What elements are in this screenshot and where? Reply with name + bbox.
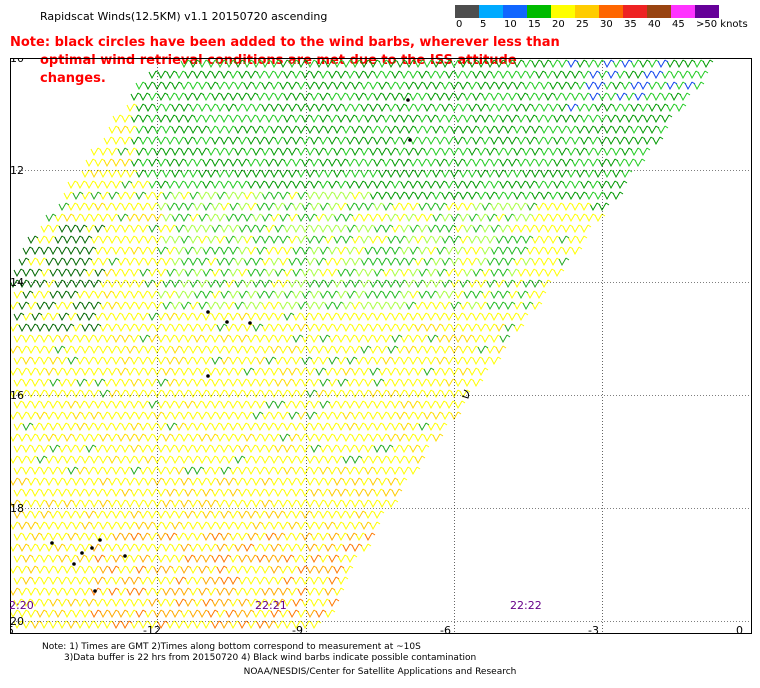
time-label: 22:21 <box>255 599 287 612</box>
flag-marker <box>90 546 94 550</box>
colorbar-swatch <box>575 5 599 18</box>
colorbar-swatch <box>479 5 503 18</box>
flag-marker <box>408 138 412 142</box>
colorbar-label: 15 <box>528 19 541 30</box>
lat-label: -16 <box>10 389 24 402</box>
colorbar-label: 10 <box>504 19 517 30</box>
flag-marker <box>98 538 102 542</box>
lat-label: -10 <box>10 58 24 65</box>
colorbar-swatch <box>455 5 479 18</box>
colorbar-label: 5 <box>480 19 487 30</box>
lon-label: -3 <box>588 624 599 634</box>
wind-barb-group <box>90 532 376 630</box>
lat-label: -12 <box>10 164 24 177</box>
lat-label: -14 <box>10 276 24 289</box>
grid-lines <box>10 58 752 634</box>
longitude-labels: -15 -12 -9 -6 -3 0 <box>10 624 743 634</box>
colorbar-label: 20 <box>552 19 565 30</box>
colorbar-label: 35 <box>624 19 637 30</box>
chart-title: Rapidscat Winds(12.5KM) v1.1 20150720 as… <box>40 10 328 23</box>
wind-barb-group <box>10 224 106 333</box>
time-label: 22:20 <box>10 599 34 612</box>
flag-marker <box>225 320 229 324</box>
footer-credit: NOAA/NESDIS/Center for Satellite Applica… <box>243 667 517 677</box>
colorbar-label: 0 <box>456 19 463 30</box>
flag-marker <box>93 589 97 593</box>
flag-marker <box>406 98 410 102</box>
colorbar-label: >50 knots <box>696 19 748 30</box>
wind-barb-group <box>10 103 606 630</box>
colorbar-swatch <box>647 5 671 18</box>
colorbar-label: 30 <box>600 19 613 30</box>
colorbar-swatch <box>671 5 695 18</box>
flag-marker <box>50 541 54 545</box>
wind-barb-group <box>10 125 507 476</box>
colorbar-label: 25 <box>576 19 589 30</box>
wind-barb-group <box>157 191 534 311</box>
wind-barb-group <box>90 532 358 630</box>
lon-label: -9 <box>292 624 303 634</box>
wind-barbs-layer <box>10 59 714 630</box>
wind-barb-map: -10-12-14-16-18-20 -15-12-9-6-30 22:2022… <box>10 58 752 634</box>
wind-barb-group <box>135 59 709 201</box>
flag-marker <box>461 389 469 399</box>
quality-flags-layer <box>50 98 469 593</box>
lon-label: -15 <box>10 624 14 634</box>
colorbar-label: 40 <box>648 19 661 30</box>
colorbar-swatch <box>551 5 575 18</box>
flag-marker <box>123 554 127 558</box>
time-label: 22:22 <box>510 599 542 612</box>
colorbar-label: 45 <box>672 19 685 30</box>
time-labels: 22:20 22:21 22:22 <box>10 599 542 612</box>
flag-marker <box>248 321 252 325</box>
colorbar-swatch <box>503 5 527 18</box>
colorbar-labels: 0 5 10 15 20 25 30 35 40 45 >50 knots <box>455 18 748 32</box>
colorbar-swatches <box>455 5 719 18</box>
lon-label: -12 <box>143 624 161 634</box>
wind-speed-colorbar: 0 5 10 15 20 25 30 35 40 45 >50 knots <box>455 5 748 32</box>
wind-barb-group <box>157 191 534 311</box>
footer-note-2: 3)Data buffer is 22 hrs from 20150720 4)… <box>64 653 477 663</box>
lon-label: -6 <box>440 624 451 634</box>
lon-label: 0 <box>736 624 743 634</box>
colorbar-swatch <box>623 5 647 18</box>
wind-barb-group <box>130 59 714 212</box>
wind-barb-group <box>22 147 570 476</box>
latitude-labels: -10 -12 -14 -16 -18 -20 <box>10 58 24 628</box>
flag-marker <box>206 374 210 378</box>
map-frame <box>10 58 752 634</box>
flag-marker <box>206 310 210 314</box>
wind-barb-group <box>567 59 696 113</box>
flag-marker <box>80 551 84 555</box>
flag-marker <box>72 562 76 566</box>
footer-note-1: Note: 1) Times are GMT 2)Times along bot… <box>42 642 421 652</box>
wind-barb-group <box>10 477 403 630</box>
note-line-1: Note: black circles have been added to t… <box>10 35 560 50</box>
colorbar-swatch <box>599 5 623 18</box>
colorbar-swatch <box>527 5 551 18</box>
lat-label: -20 <box>10 615 24 628</box>
colorbar-swatch <box>695 5 719 18</box>
lat-label: -18 <box>10 502 24 515</box>
